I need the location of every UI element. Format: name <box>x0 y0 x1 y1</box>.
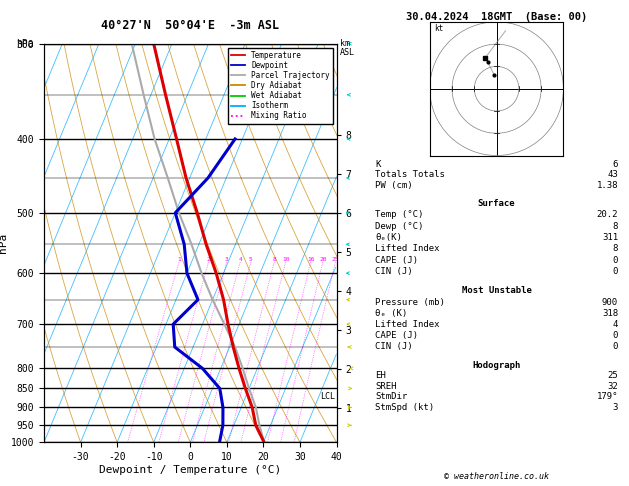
Text: Lifted Index: Lifted Index <box>375 244 440 254</box>
Text: Pressure (mb): Pressure (mb) <box>375 297 445 307</box>
Text: LCL: LCL <box>320 392 335 400</box>
Text: 25: 25 <box>331 257 339 262</box>
Text: Totals Totals: Totals Totals <box>375 170 445 179</box>
X-axis label: Dewpoint / Temperature (°C): Dewpoint / Temperature (°C) <box>99 465 281 475</box>
Text: StmSpd (kt): StmSpd (kt) <box>375 403 434 412</box>
Text: 311: 311 <box>602 233 618 242</box>
Text: θₑ(K): θₑ(K) <box>375 233 402 242</box>
Text: 1.38: 1.38 <box>596 180 618 190</box>
Text: 40°27'N  50°04'E  -3m ASL: 40°27'N 50°04'E -3m ASL <box>101 18 279 32</box>
Text: PW (cm): PW (cm) <box>375 180 413 190</box>
Text: EH: EH <box>375 371 386 380</box>
Text: CIN (J): CIN (J) <box>375 342 413 351</box>
Text: 8: 8 <box>613 244 618 254</box>
Text: K: K <box>375 160 381 169</box>
Text: Dewp (°C): Dewp (°C) <box>375 222 423 231</box>
Text: 20: 20 <box>319 257 326 262</box>
Text: Hodograph: Hodograph <box>472 361 521 369</box>
Text: kt: kt <box>434 24 443 33</box>
Text: 43: 43 <box>608 170 618 179</box>
Text: Most Unstable: Most Unstable <box>462 286 532 295</box>
Text: 0: 0 <box>613 342 618 351</box>
Text: 4: 4 <box>238 257 242 262</box>
Text: 3: 3 <box>613 403 618 412</box>
Text: 5: 5 <box>249 257 253 262</box>
Text: 8: 8 <box>613 222 618 231</box>
Text: Surface: Surface <box>478 199 515 208</box>
Text: © weatheronline.co.uk: © weatheronline.co.uk <box>444 472 549 481</box>
Text: θₑ (K): θₑ (K) <box>375 309 408 317</box>
Text: 8: 8 <box>272 257 276 262</box>
Text: 0: 0 <box>613 256 618 265</box>
Text: 10: 10 <box>282 257 289 262</box>
Text: 25: 25 <box>608 371 618 380</box>
Legend: Temperature, Dewpoint, Parcel Trajectory, Dry Adiabat, Wet Adiabat, Isotherm, Mi: Temperature, Dewpoint, Parcel Trajectory… <box>228 48 333 123</box>
Text: km
ASL: km ASL <box>340 39 355 57</box>
Text: 4: 4 <box>613 320 618 329</box>
Text: CAPE (J): CAPE (J) <box>375 256 418 265</box>
Text: Lifted Index: Lifted Index <box>375 320 440 329</box>
Text: CAPE (J): CAPE (J) <box>375 330 418 340</box>
Text: StmDir: StmDir <box>375 392 408 401</box>
Text: 30.04.2024  18GMT  (Base: 00): 30.04.2024 18GMT (Base: 00) <box>406 12 587 22</box>
Text: 32: 32 <box>608 382 618 391</box>
Text: 318: 318 <box>602 309 618 317</box>
Text: 179°: 179° <box>596 392 618 401</box>
Text: 6: 6 <box>613 160 618 169</box>
Text: 0: 0 <box>613 267 618 276</box>
Text: 0: 0 <box>613 330 618 340</box>
Text: hPa: hPa <box>16 39 33 49</box>
Text: 1: 1 <box>177 257 181 262</box>
Text: SREH: SREH <box>375 382 397 391</box>
Text: 3: 3 <box>225 257 229 262</box>
Text: CIN (J): CIN (J) <box>375 267 413 276</box>
Text: Temp (°C): Temp (°C) <box>375 210 423 220</box>
Y-axis label: hPa: hPa <box>0 233 8 253</box>
Text: 16: 16 <box>307 257 314 262</box>
Text: 2: 2 <box>207 257 211 262</box>
Text: 20.2: 20.2 <box>596 210 618 220</box>
Text: 900: 900 <box>602 297 618 307</box>
